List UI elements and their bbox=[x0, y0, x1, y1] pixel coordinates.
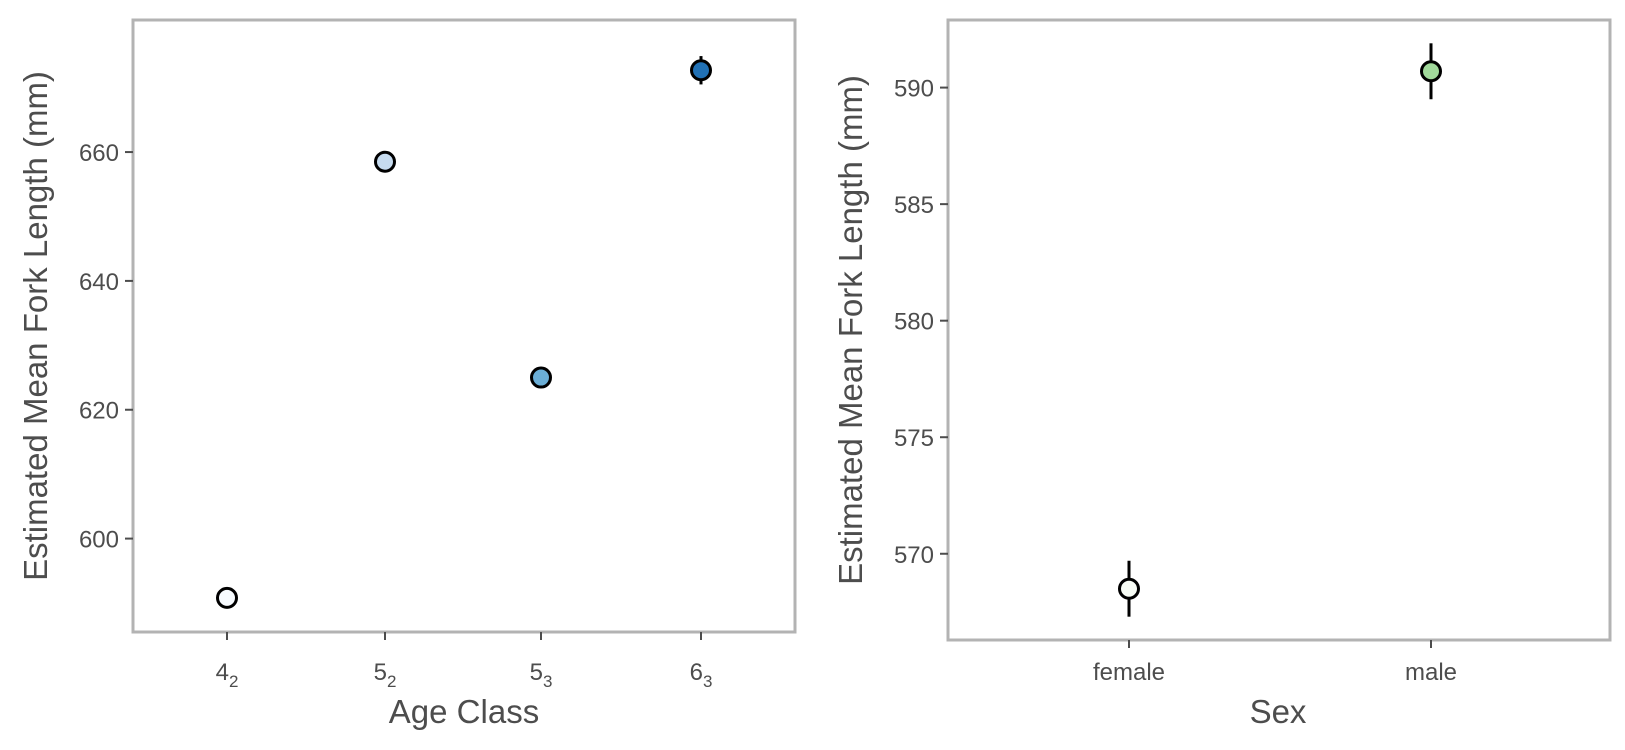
x-axis-title: Age Class bbox=[389, 693, 539, 730]
panel-border bbox=[946, 18, 1612, 642]
y-ticks: 570 575 580 585 590 bbox=[894, 76, 948, 569]
y-ticks: 600 620 640 660 bbox=[79, 140, 133, 554]
x-tick-label-main: 5 bbox=[530, 659, 543, 686]
y-tick-label: 575 bbox=[894, 425, 934, 452]
data-point bbox=[374, 150, 396, 173]
x-axis-title: Sex bbox=[1250, 693, 1307, 730]
data-point bbox=[216, 586, 238, 609]
x-tick-label-main: 6 bbox=[690, 659, 703, 686]
data-points bbox=[1118, 43, 1442, 617]
x-tick-label: 63 bbox=[690, 659, 713, 691]
data-point bbox=[1118, 577, 1140, 600]
x-tick-label: male bbox=[1405, 659, 1457, 686]
y-tick-label: 600 bbox=[79, 527, 119, 554]
x-tick-label: 52 bbox=[374, 659, 397, 691]
data-points bbox=[216, 56, 712, 609]
x-tick-label-subscript: 2 bbox=[387, 672, 396, 691]
x-ticks: female male bbox=[1093, 640, 1457, 686]
data-point bbox=[1420, 60, 1442, 83]
y-tick-label: 590 bbox=[894, 76, 934, 103]
x-tick-label-subscript: 3 bbox=[703, 672, 712, 691]
sex-panel: 570 575 580 585 590 female male Sex Estimated… bbox=[832, 18, 1612, 730]
y-tick-label: 580 bbox=[894, 309, 934, 336]
x-tick-label-main: 4 bbox=[216, 659, 229, 686]
y-tick-label: 570 bbox=[894, 542, 934, 569]
y-tick-label: 620 bbox=[79, 398, 119, 425]
y-axis-title: Estimated Mean Fork Length (mm) bbox=[832, 75, 869, 585]
x-tick-label: 42 bbox=[216, 659, 239, 691]
y-tick-label: 660 bbox=[79, 140, 119, 167]
x-tick-label-subscript: 3 bbox=[543, 672, 552, 691]
x-tick-label-subscript: 2 bbox=[229, 672, 238, 691]
y-axis-title: Estimated Mean Fork Length (mm) bbox=[17, 71, 54, 581]
x-tick-label: female bbox=[1093, 659, 1165, 686]
x-tick-label: 53 bbox=[530, 659, 553, 691]
panel-border bbox=[131, 18, 797, 634]
data-point bbox=[530, 366, 552, 389]
y-tick-label: 585 bbox=[894, 192, 934, 219]
x-tick-label-main: 5 bbox=[374, 659, 387, 686]
x-ticks: 42 52 53 63 bbox=[216, 632, 713, 691]
data-point bbox=[690, 59, 712, 82]
y-tick-label: 640 bbox=[79, 269, 119, 296]
